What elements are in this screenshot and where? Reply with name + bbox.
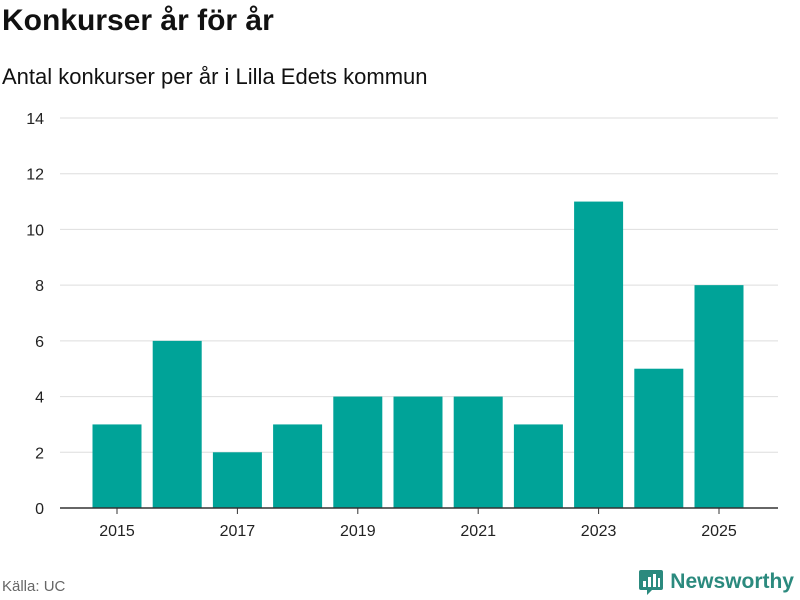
y-tick-label: 4 — [35, 390, 44, 407]
y-tick-label: 0 — [35, 501, 44, 518]
bar-2020[interactable] — [393, 396, 443, 508]
bar-2021[interactable] — [453, 396, 503, 508]
newsworthy-logo-icon — [639, 570, 664, 595]
x-tick-label: 2019 — [340, 523, 376, 540]
bar-2023[interactable] — [574, 201, 624, 509]
x-tick-label: 2017 — [220, 523, 256, 540]
x-tick-label: 2021 — [460, 523, 496, 540]
y-tick-label: 14 — [26, 111, 44, 128]
bar-2019[interactable] — [333, 396, 383, 508]
x-tick-label: 2015 — [99, 523, 135, 540]
y-tick-label: 2 — [35, 445, 44, 462]
x-tick-label: 2025 — [701, 523, 737, 540]
bar-2025[interactable] — [694, 285, 744, 508]
bar-2024[interactable] — [634, 368, 684, 508]
axes: 0 2 4 6 8 10 12 14 2015 2017 2019 2021 2023 2025 — [26, 111, 778, 540]
source-label: Källa: UC — [2, 578, 66, 595]
bar-2022[interactable] — [513, 424, 563, 508]
bars — [92, 201, 744, 509]
x-tick-label: 2023 — [581, 523, 617, 540]
brand[interactable]: Newsworthy — [638, 568, 794, 596]
bar-2018[interactable] — [273, 424, 323, 508]
brand-name: Newsworthy — [670, 570, 794, 593]
chart-subtitle: Antal konkurser per år i Lilla Edets kom… — [2, 64, 428, 89]
chart-title: Konkurser år för år — [2, 4, 274, 37]
bar-2015[interactable] — [92, 424, 142, 508]
y-tick-label: 12 — [26, 167, 44, 184]
y-tick-label: 6 — [35, 334, 44, 351]
y-tick-label: 10 — [26, 222, 44, 239]
bar-2017[interactable] — [212, 452, 262, 508]
y-tick-label: 8 — [35, 278, 44, 295]
bar-2016[interactable] — [152, 340, 202, 508]
